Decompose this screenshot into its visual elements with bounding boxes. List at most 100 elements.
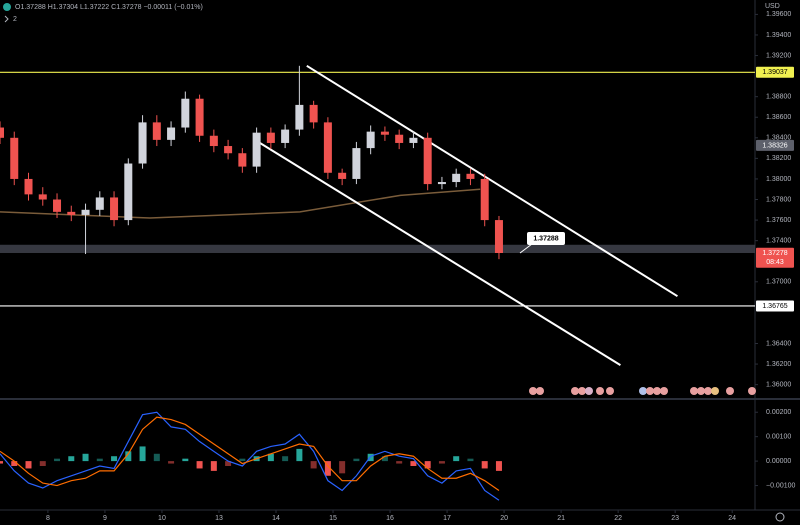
candle-body [209,135,218,147]
candle-body [10,137,19,179]
histogram-bar [182,458,189,462]
y-tick-label: 1.38000 [766,176,791,183]
candle-body [338,172,347,179]
histogram-bar [282,456,289,462]
osc-y-tick-label: 0.00000 [766,458,791,465]
candle-body [138,122,147,164]
histogram-bar [111,456,118,462]
countdown: 08:43 [766,259,784,266]
y-tick-label: 1.39400 [766,32,791,39]
annotation-box [527,232,565,245]
clock-icon[interactable] [775,512,785,522]
x-tick-label: 10 [158,515,166,522]
y-tick-label: 1.36200 [766,361,791,368]
candle-body [452,173,461,183]
y-tick-label: 1.37000 [766,279,791,286]
histogram-bar [438,461,445,464]
event-icons[interactable] [529,387,756,395]
x-tick-label: 21 [557,515,565,522]
candle-body [224,146,233,154]
y-tick-label: 1.38200 [766,155,791,162]
histogram-bar [54,458,61,462]
candle-body [95,197,104,210]
histogram-bar [96,458,103,462]
candle-body [38,194,47,200]
histogram-bar [367,453,374,462]
histogram-bar [225,461,232,466]
annotation: 1.37288 [533,235,558,242]
x-tick-label: 17 [443,515,451,522]
histogram-bar [424,461,431,469]
candle-body [167,127,176,140]
y-tick-label: 1.36400 [766,340,791,347]
histogram-bar [495,461,502,471]
histogram-bar [410,461,417,466]
osc-y-tick-label: 0.00200 [766,409,791,416]
candle-body [281,129,290,143]
currency-label[interactable]: USD [765,3,780,10]
histogram-bar [82,453,89,462]
candle-body [423,137,432,185]
price-zone [0,244,755,253]
candle-body [323,122,332,173]
histogram-bar [153,453,160,462]
histogram-bar [11,461,18,466]
candle-body [81,209,90,215]
channel-line [254,139,621,366]
candle-body [366,131,375,149]
y-tick-label: 1.39200 [766,52,791,59]
y-tick-label: 1.37400 [766,237,791,244]
candle-body [352,148,361,179]
histogram-bar [453,456,460,462]
status-icon [3,3,11,11]
histogram-bar [339,461,346,474]
y-tick-label: 1.38400 [766,135,791,142]
histogram-bar [296,448,303,462]
histogram-bar [267,453,274,462]
histogram-bar [168,461,175,464]
candle-body [480,178,489,221]
axis-marker-bg [756,139,794,151]
histogram-bar [25,461,32,469]
annotation-pointer [519,243,533,254]
histogram-bar [310,461,317,469]
histogram-bar [396,461,403,464]
y-tick-label: 1.39600 [766,11,791,18]
histogram-bar [324,461,331,476]
candle-body [380,131,389,135]
histogram-bar [139,446,146,462]
histogram-bar [0,461,3,464]
oscillator-line [0,411,500,501]
candle-body [395,134,404,143]
y-tick-label: 1.37800 [766,196,791,203]
candle-body [466,173,475,179]
x-tick-label: 16 [386,515,394,522]
y-tick-label: 1.36000 [766,381,791,388]
histogram-bar [467,458,474,462]
histogram-bar [481,461,488,469]
candle-body [309,104,318,123]
histogram-bar [381,456,388,462]
histogram-bar [210,461,217,471]
x-tick-label: 14 [272,515,280,522]
candle-body [409,137,418,143]
candle-body [181,98,190,128]
price-line-label: 1.39037 [762,69,787,76]
candle-body [437,182,446,185]
candle-body [124,163,133,221]
axis-marker-bg [756,247,794,268]
candle-body [266,132,275,143]
histogram-bar [68,456,75,462]
histogram-bar [125,451,132,462]
collapse-arrow[interactable] [4,15,9,23]
x-tick-label: 22 [614,515,622,522]
x-tick-label: 24 [728,515,736,522]
indicator-count[interactable]: 2 [13,16,17,23]
x-tick-label: 9 [103,515,107,522]
x-tick-label: 13 [215,515,223,522]
y-tick-label: 1.38800 [766,94,791,101]
osc-y-tick-label: −0.00100 [766,482,795,489]
candle-body [0,127,4,138]
candle-body [67,211,76,215]
